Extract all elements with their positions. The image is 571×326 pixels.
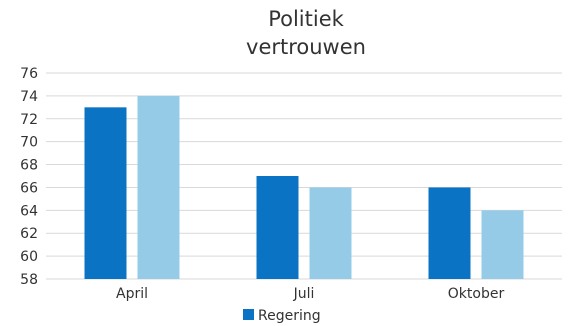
y-tick-label-62: 62 xyxy=(20,226,38,242)
bar-april-series-1 xyxy=(84,107,127,279)
y-tick-label-58: 58 xyxy=(20,272,38,288)
bar-juli-series-1 xyxy=(256,176,299,279)
y-tick-label-74: 74 xyxy=(20,89,38,105)
x-category-label-juli: Juli xyxy=(293,286,315,302)
bar-oktober-series-2 xyxy=(481,210,524,279)
y-tick-label-72: 72 xyxy=(20,112,38,128)
bar-oktober-series-1 xyxy=(428,187,471,279)
y-tick-label-60: 60 xyxy=(20,249,38,265)
chart-title-line-1: Politiek xyxy=(268,7,344,31)
gridlines xyxy=(46,72,562,280)
y-tick-label-68: 68 xyxy=(20,158,38,174)
x-category-label-april: April xyxy=(116,286,148,302)
chart-title-line-2: vertrouwen xyxy=(246,35,366,59)
x-axis-categories: April Juli Oktober xyxy=(116,286,504,302)
legend-swatch-regering xyxy=(243,309,254,320)
y-tick-label-64: 64 xyxy=(20,203,38,219)
bars xyxy=(84,95,524,279)
legend: Regering xyxy=(243,308,321,324)
x-category-label-oktober: Oktober xyxy=(448,286,505,302)
bar-juli-series-2 xyxy=(309,187,352,279)
y-axis-ticks: 58 60 62 64 66 68 70 72 74 76 xyxy=(20,66,38,288)
y-tick-label-70: 70 xyxy=(20,135,38,151)
y-tick-label-76: 76 xyxy=(20,66,38,82)
legend-label-regering: Regering xyxy=(258,308,321,324)
bar-april-series-2 xyxy=(137,95,180,279)
y-tick-label-66: 66 xyxy=(20,180,38,196)
